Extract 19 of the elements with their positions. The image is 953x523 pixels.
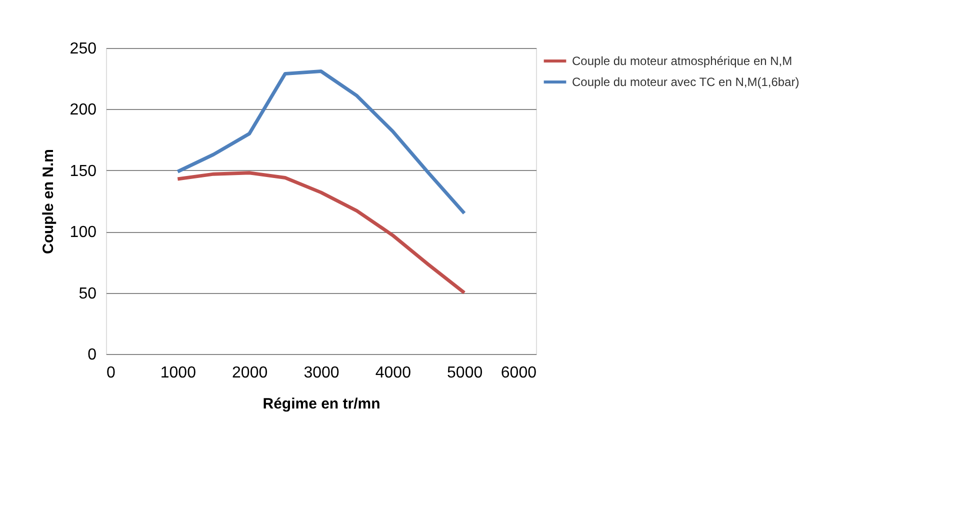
line-series [176, 171, 466, 295]
y-tick-label: 100 [70, 224, 97, 242]
line-series [176, 70, 466, 215]
y-tick-label: 0 [88, 346, 97, 364]
y-tick-label: 250 [70, 40, 97, 58]
y-axis-title: Couple en N.m [40, 148, 57, 254]
y-tick-label: 50 [78, 285, 97, 302]
y-tick-label: 150 [70, 162, 97, 180]
x-tick-label: 5000 [447, 364, 483, 382]
x-tick-label: 0 [106, 364, 116, 382]
x-tick-label: 4000 [375, 364, 412, 382]
legend-label: Couple du moteur avec TC en N,M(1,6bar) [572, 75, 800, 89]
y-tick-label: 200 [70, 102, 97, 119]
x-tick-label: 6000 [500, 364, 537, 382]
x-tick-label: 1000 [160, 364, 196, 382]
x-tick-label: 3000 [304, 364, 340, 382]
x-tick-label: 2000 [232, 364, 268, 382]
legend-label: Couple du moteur atmosphérique en N,M [572, 54, 792, 68]
x-axis-title: Régime en tr/mn [262, 396, 380, 412]
